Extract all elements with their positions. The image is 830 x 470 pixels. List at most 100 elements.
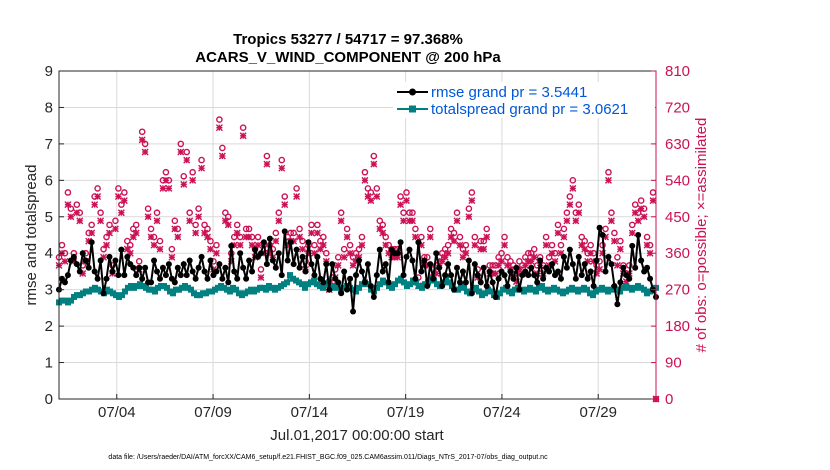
obs-assimilated-point bbox=[631, 209, 639, 217]
obs-assimilated-point bbox=[346, 249, 354, 257]
spread-point bbox=[473, 284, 479, 291]
obs-possible-point bbox=[147, 225, 155, 233]
obs-assimilated-point bbox=[272, 237, 280, 245]
spread-point bbox=[461, 284, 467, 291]
obs-possible-point bbox=[213, 241, 220, 249]
obs-assimilated-point bbox=[171, 225, 179, 233]
obs-assimilated-point bbox=[296, 233, 304, 241]
x-axis-label: Jul.01,2017 00:00:00 start bbox=[270, 427, 444, 444]
obs-possible-point bbox=[423, 253, 431, 261]
obs-possible-point bbox=[468, 189, 476, 196]
obs-possible-point bbox=[566, 193, 574, 200]
obs-assimilated-point bbox=[233, 229, 241, 237]
obs-possible-point bbox=[230, 233, 238, 241]
rmse-point bbox=[427, 261, 434, 268]
rmse-point bbox=[142, 264, 149, 271]
rmse-point bbox=[468, 290, 475, 297]
obs-possible-point bbox=[236, 233, 244, 241]
obs-possible-point bbox=[308, 221, 315, 229]
spread-point bbox=[299, 281, 305, 288]
rmse-point bbox=[370, 293, 377, 300]
obs-possible-point bbox=[373, 185, 381, 192]
rmse-point bbox=[234, 275, 241, 282]
spread-point bbox=[509, 290, 515, 297]
obs-assimilated-point bbox=[111, 225, 119, 233]
rmse-point bbox=[293, 246, 300, 253]
rmse-point bbox=[314, 253, 321, 260]
obs-assimilated-point bbox=[453, 217, 461, 225]
spread-point bbox=[233, 286, 239, 293]
rmse-point bbox=[578, 272, 585, 279]
rmse-point bbox=[171, 279, 178, 286]
obs-possible-point bbox=[177, 140, 185, 148]
obs-possible-point bbox=[524, 249, 532, 257]
obs-possible-point bbox=[444, 241, 452, 249]
rmse-point bbox=[159, 264, 166, 271]
obs-possible-point bbox=[355, 245, 363, 253]
spread-point bbox=[398, 275, 404, 282]
obs-assimilated-point bbox=[94, 193, 102, 201]
obs-possible-point bbox=[631, 201, 639, 208]
rmse-point bbox=[412, 275, 419, 282]
rmse-point bbox=[635, 232, 642, 238]
rmse-point bbox=[415, 239, 422, 246]
chart-subtitle: ACARS_V_WIND_COMPONENT @ 200 hPa bbox=[195, 49, 501, 66]
obs-assimilated-point bbox=[379, 229, 387, 237]
obs-markers bbox=[55, 116, 660, 403]
spread-point bbox=[533, 288, 539, 295]
rmse-point bbox=[296, 264, 303, 271]
legend-box bbox=[393, 82, 655, 118]
series-lines bbox=[56, 224, 659, 315]
rmse-point bbox=[421, 257, 428, 264]
obs-assimilated-point bbox=[97, 217, 105, 225]
rmse-point bbox=[584, 275, 591, 282]
obs-possible-point bbox=[272, 229, 280, 237]
obs-possible-point bbox=[441, 245, 449, 253]
obs-assimilated-point bbox=[141, 148, 149, 156]
rmse-point bbox=[213, 268, 220, 275]
rmse-point bbox=[448, 272, 455, 279]
obs-possible-point bbox=[269, 245, 277, 253]
spread-point bbox=[539, 283, 545, 290]
rmse-point bbox=[130, 264, 137, 271]
obs-possible-point bbox=[403, 189, 410, 196]
obs-possible-point bbox=[97, 209, 104, 217]
rmse-point bbox=[311, 272, 318, 279]
obs-possible-point bbox=[144, 205, 152, 212]
rmse-point bbox=[228, 242, 235, 249]
rmse-point bbox=[73, 261, 80, 268]
obs-assimilated-point bbox=[397, 201, 405, 209]
obs-assimilated-point bbox=[637, 205, 645, 213]
rmse-point bbox=[376, 246, 383, 253]
left-tick-label: 0 bbox=[45, 391, 53, 408]
spread-point bbox=[497, 290, 503, 297]
rmse-point bbox=[133, 272, 140, 279]
rmse-point bbox=[436, 264, 443, 271]
rmse-point bbox=[507, 268, 514, 275]
rmse-point bbox=[284, 257, 291, 264]
rmse-point bbox=[439, 283, 446, 290]
obs-assimilated-point bbox=[299, 245, 307, 253]
rmse-point bbox=[465, 257, 472, 264]
spread-point bbox=[122, 288, 128, 295]
obs-possible-point bbox=[156, 237, 164, 245]
legend-spread-marker bbox=[409, 105, 416, 113]
rmse-point bbox=[605, 253, 612, 260]
obs-possible-point bbox=[73, 201, 81, 208]
obs-possible-point bbox=[124, 237, 131, 245]
rmse-point bbox=[139, 275, 146, 282]
obs-assimilated-point bbox=[212, 249, 220, 257]
obs-assimilated-point bbox=[569, 184, 577, 192]
obs-possible-point bbox=[438, 249, 446, 257]
spread-point bbox=[488, 288, 494, 295]
right-tick-label: 450 bbox=[665, 209, 690, 226]
obs-possible-point bbox=[489, 262, 496, 269]
obs-possible-point bbox=[516, 258, 523, 265]
rmse-point bbox=[76, 268, 83, 275]
rmse-point bbox=[575, 253, 582, 260]
rmse-point bbox=[474, 272, 481, 279]
obs-possible-point bbox=[290, 229, 297, 237]
obs-assimilated-point bbox=[168, 253, 176, 261]
obs-possible-point bbox=[406, 209, 413, 217]
rmse-point bbox=[617, 279, 624, 286]
